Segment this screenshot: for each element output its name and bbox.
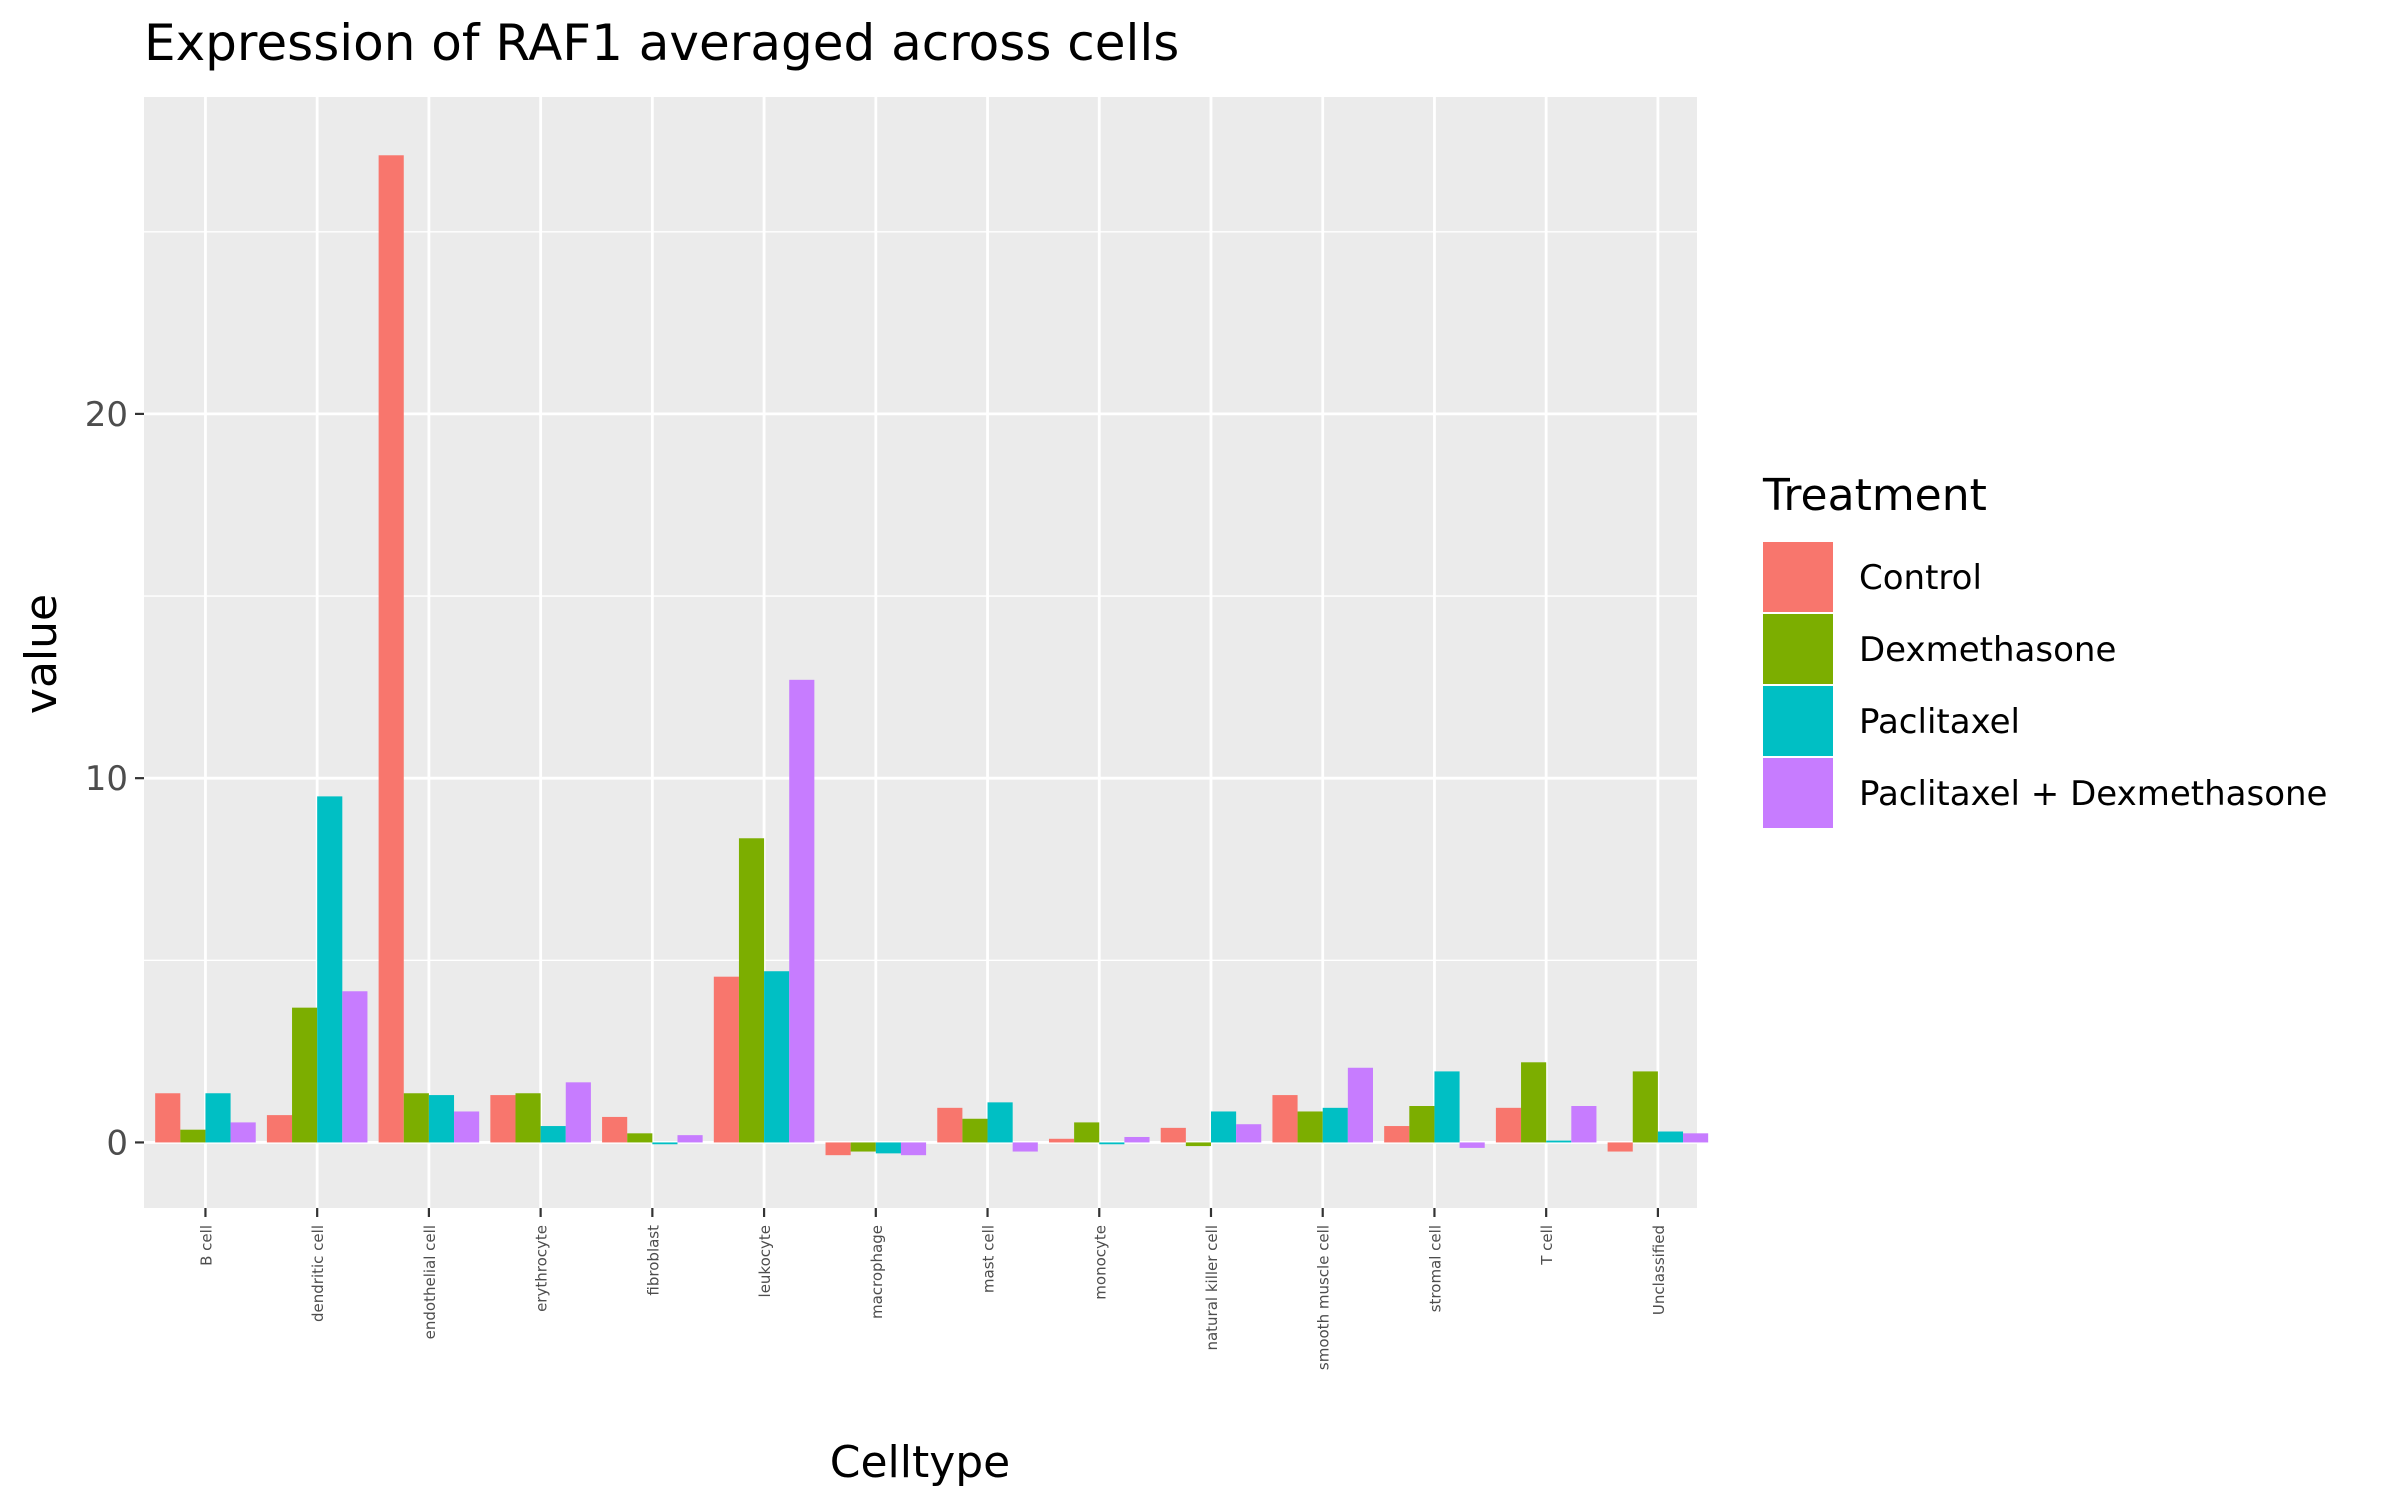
bar bbox=[490, 1095, 516, 1143]
y-axis: 0 10 20 bbox=[85, 395, 144, 1163]
bar bbox=[713, 976, 739, 1143]
x-tick-label: erythrocyte bbox=[533, 1225, 551, 1312]
bar bbox=[1297, 1111, 1323, 1143]
x-tick-label: smooth muscle cell bbox=[1315, 1225, 1333, 1370]
bar bbox=[342, 991, 368, 1143]
bar bbox=[1683, 1133, 1709, 1143]
bar bbox=[627, 1133, 653, 1143]
bar bbox=[515, 1093, 541, 1143]
bar bbox=[1607, 1142, 1633, 1152]
legend-label: Dexmethasone bbox=[1859, 630, 2116, 670]
bar bbox=[1409, 1106, 1435, 1143]
x-tick-label: fibroblast bbox=[644, 1225, 662, 1296]
bar bbox=[987, 1102, 1013, 1143]
x-tick-label: Unclassified bbox=[1650, 1225, 1668, 1315]
bar bbox=[789, 679, 815, 1143]
bar bbox=[1347, 1067, 1373, 1143]
x-tick-label: leukocyte bbox=[756, 1225, 774, 1297]
legend-key bbox=[1763, 758, 1833, 828]
bar bbox=[962, 1118, 988, 1143]
bar bbox=[1210, 1111, 1237, 1143]
legend-key bbox=[1763, 614, 1833, 684]
bar bbox=[738, 838, 765, 1143]
bar bbox=[1099, 1142, 1125, 1145]
x-tick-label: B cell bbox=[197, 1225, 215, 1266]
legend: Treatment Control Dexmethasone Paclitaxel P… bbox=[1762, 470, 2327, 828]
bar bbox=[825, 1142, 851, 1156]
x-tick-label: endothelial cell bbox=[421, 1225, 439, 1339]
bar bbox=[565, 1082, 591, 1143]
x-tick-label: dendritic cell bbox=[309, 1225, 327, 1322]
bar bbox=[652, 1142, 678, 1145]
legend-label: Paclitaxel bbox=[1859, 702, 2020, 742]
bar bbox=[454, 1111, 480, 1143]
y-tick-label: 20 bbox=[85, 395, 128, 435]
x-tick-label: natural killer cell bbox=[1203, 1225, 1221, 1351]
bar bbox=[540, 1126, 566, 1143]
bar bbox=[1322, 1107, 1348, 1143]
bar bbox=[378, 155, 404, 1143]
bar bbox=[292, 1007, 318, 1143]
bar bbox=[403, 1093, 429, 1143]
bar bbox=[1236, 1124, 1262, 1143]
y-tick-label: 10 bbox=[85, 759, 128, 799]
bar bbox=[155, 1093, 181, 1143]
x-tick-label: monocyte bbox=[1091, 1225, 1109, 1300]
legend-title: Treatment bbox=[1762, 470, 1987, 521]
x-axis-title: Celltype bbox=[830, 1437, 1011, 1488]
bar bbox=[1384, 1126, 1410, 1143]
x-tick-label: T cell bbox=[1538, 1225, 1556, 1266]
bar bbox=[428, 1095, 455, 1143]
x-tick-label: mast cell bbox=[980, 1225, 998, 1293]
bars bbox=[155, 155, 1709, 1156]
x-tick-label: macrophage bbox=[868, 1225, 886, 1319]
y-axis-title: value bbox=[16, 594, 67, 714]
bar bbox=[875, 1142, 901, 1154]
bar bbox=[230, 1122, 256, 1143]
bar bbox=[1657, 1131, 1684, 1143]
y-tick-label: 0 bbox=[106, 1123, 128, 1163]
legend-label: Control bbox=[1859, 558, 1982, 598]
bar bbox=[900, 1142, 927, 1156]
bar bbox=[1272, 1095, 1298, 1143]
bar bbox=[677, 1135, 703, 1143]
plot-panel bbox=[144, 97, 1697, 1208]
bar bbox=[317, 796, 343, 1143]
x-tick-label: stromal cell bbox=[1426, 1225, 1444, 1312]
bar bbox=[1521, 1062, 1547, 1143]
legend-label: Paclitaxel + Dexmethasone bbox=[1859, 774, 2327, 814]
bar bbox=[1048, 1138, 1075, 1143]
bar bbox=[1185, 1142, 1211, 1147]
legend-key bbox=[1763, 542, 1833, 612]
bar bbox=[1495, 1107, 1522, 1143]
bar bbox=[602, 1116, 628, 1143]
bar bbox=[205, 1093, 231, 1143]
bar bbox=[1546, 1140, 1572, 1143]
legend-key bbox=[1763, 686, 1833, 756]
bar bbox=[266, 1115, 293, 1143]
bar bbox=[1160, 1127, 1186, 1143]
x-axis: B cell dendritic cell endothelial cell eryt… bbox=[197, 1208, 1668, 1370]
bar bbox=[1074, 1122, 1100, 1143]
bar bbox=[1632, 1071, 1658, 1143]
bar bbox=[1434, 1071, 1460, 1143]
chart-title: Expression of RAF1 averaged across cells bbox=[144, 14, 1179, 72]
bar bbox=[1124, 1136, 1150, 1143]
bar bbox=[937, 1107, 963, 1143]
bar bbox=[1012, 1142, 1038, 1152]
bar bbox=[764, 971, 790, 1143]
bar bbox=[180, 1129, 206, 1143]
bar bbox=[1459, 1142, 1485, 1148]
bar bbox=[1571, 1106, 1597, 1143]
bar bbox=[850, 1142, 876, 1152]
